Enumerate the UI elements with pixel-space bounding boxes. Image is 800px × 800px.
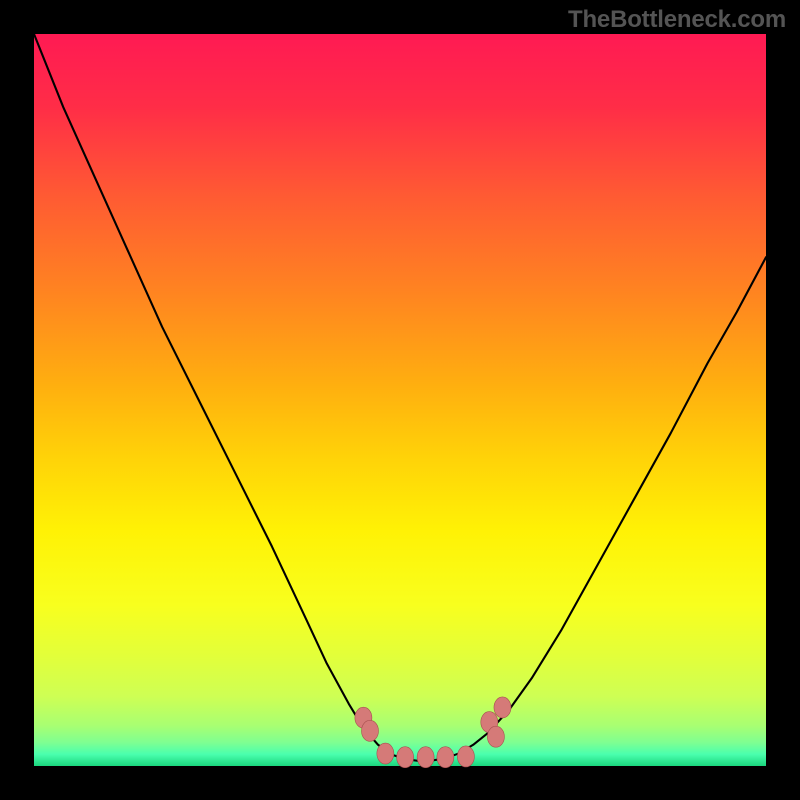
curve-marker: [487, 726, 504, 747]
gradient-background: [34, 34, 766, 766]
curve-marker: [377, 743, 394, 764]
curve-marker: [361, 720, 378, 741]
chart-svg: [34, 34, 766, 766]
curve-marker: [494, 697, 511, 718]
watermark-text: TheBottleneck.com: [568, 6, 786, 34]
curve-marker: [417, 747, 434, 768]
curve-marker: [457, 746, 474, 767]
curve-marker: [437, 747, 454, 768]
curve-marker: [397, 747, 414, 768]
